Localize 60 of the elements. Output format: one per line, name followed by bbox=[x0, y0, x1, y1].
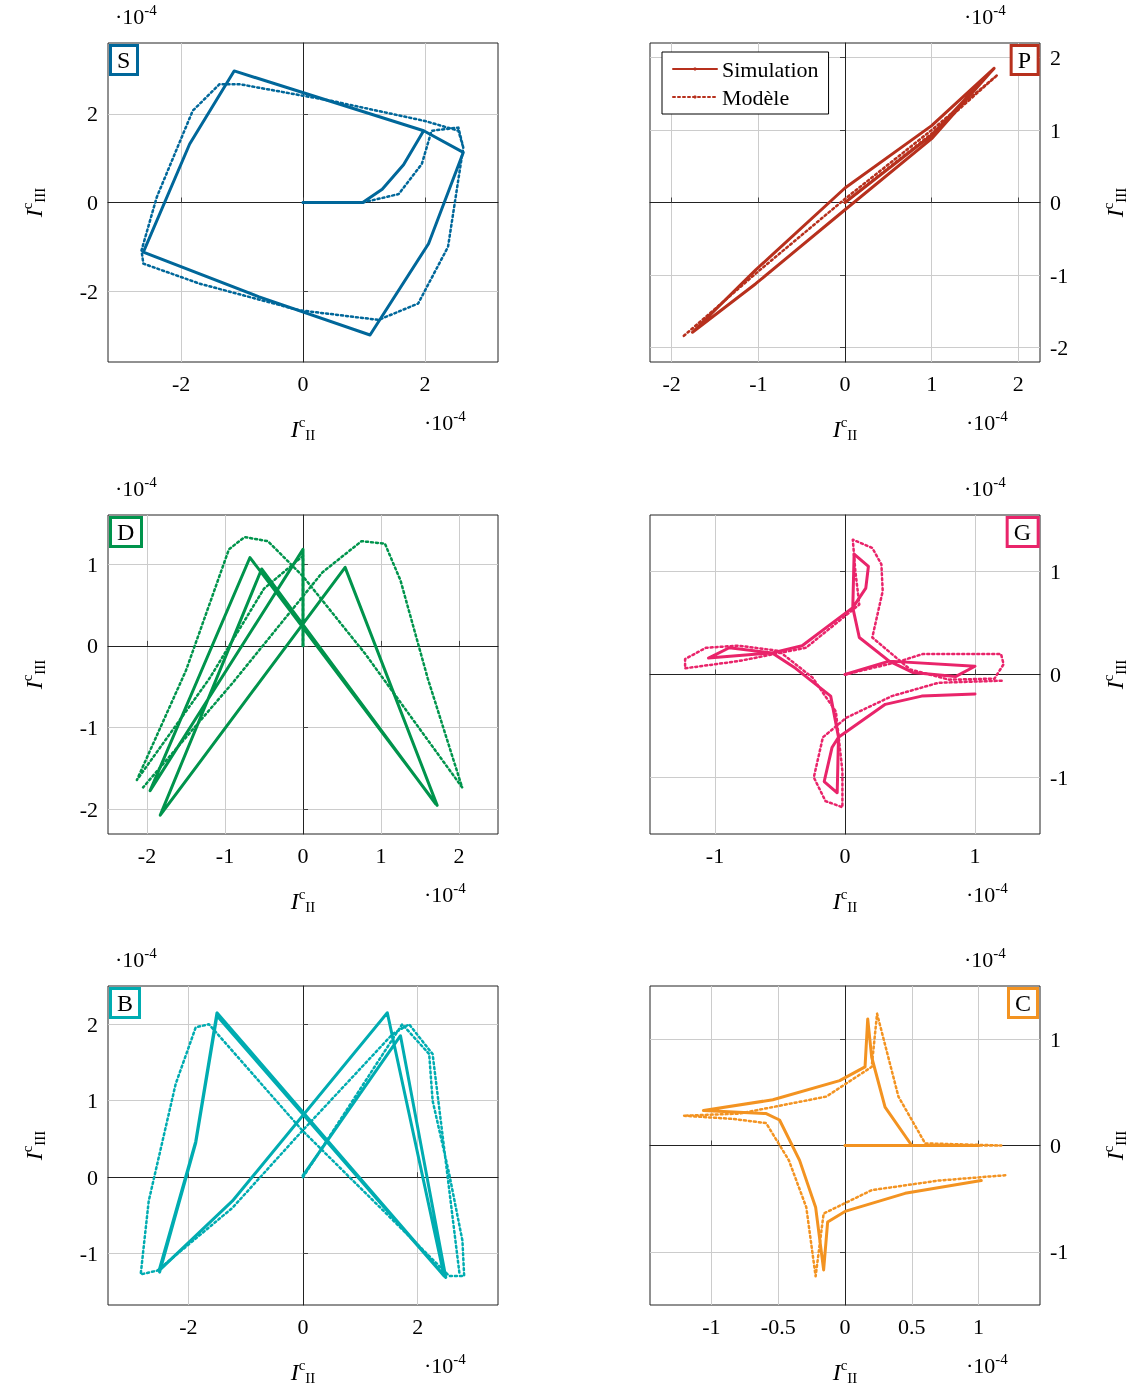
x-tick-label: -2 bbox=[179, 1313, 198, 1339]
y-tick-label: 1 bbox=[87, 551, 98, 577]
y-axis-title: IcIII bbox=[18, 659, 48, 691]
chart-title: B bbox=[117, 990, 134, 1016]
x-tick-label: 1 bbox=[926, 370, 938, 396]
y-axis-title: IcIII bbox=[18, 187, 48, 219]
y-tick-label: 1 bbox=[1050, 117, 1061, 143]
y-tick-label: 0 bbox=[1050, 190, 1061, 215]
y-tick-label: -1 bbox=[1050, 1239, 1069, 1265]
x-tick-label: -1 bbox=[215, 842, 235, 868]
x-tick-label: 0 bbox=[839, 370, 851, 396]
y-tick-label: 1 bbox=[1050, 559, 1061, 585]
x-tick-label: 2 bbox=[453, 842, 465, 868]
y-tick-label: 0 bbox=[1050, 1133, 1061, 1158]
x-tick-label: 0 bbox=[297, 1313, 309, 1339]
legend-label: Modèle bbox=[722, 84, 790, 110]
chart-title: D bbox=[117, 519, 135, 545]
y-tick-label: 0 bbox=[87, 633, 98, 659]
x-tick-label: -2 bbox=[171, 370, 191, 396]
y-tick-label: -1 bbox=[1050, 764, 1069, 790]
x-tick-label: 0 bbox=[297, 370, 309, 396]
x-tick-label: 1 bbox=[973, 1313, 985, 1339]
y-tick-label: 2 bbox=[87, 1011, 98, 1037]
y-tick-label: -1 bbox=[79, 715, 98, 741]
x-tick-label: -1 bbox=[749, 370, 768, 396]
x-tick-label: -1 bbox=[702, 1313, 721, 1339]
y-tick-label: -1 bbox=[1050, 262, 1069, 288]
x-tick-label: -1 bbox=[705, 842, 725, 868]
x-tick-label: 1 bbox=[969, 842, 981, 868]
y-axis-title: IcIII bbox=[1099, 1130, 1129, 1162]
legend-label: Simulation bbox=[722, 56, 819, 82]
chart-title: P bbox=[1017, 47, 1032, 73]
x-tick-label: -0.5 bbox=[760, 1313, 796, 1339]
y-tick-label: -2 bbox=[1050, 335, 1069, 360]
y-tick-label: 0 bbox=[87, 190, 98, 215]
chart-title: C bbox=[1014, 990, 1032, 1016]
y-axis-title: IcIII bbox=[1099, 187, 1129, 219]
y-tick-label: -1 bbox=[79, 1241, 98, 1267]
y-tick-label: 0 bbox=[1050, 662, 1061, 687]
y-tick-label: -2 bbox=[79, 796, 98, 822]
y-tick-label: -2 bbox=[79, 278, 98, 304]
y-tick-label: 2 bbox=[1050, 45, 1061, 70]
x-tick-label: -2 bbox=[137, 842, 157, 868]
x-tick-label: 0.5 bbox=[898, 1313, 926, 1339]
y-tick-label: 0 bbox=[87, 1164, 98, 1190]
x-tick-label: 2 bbox=[412, 1313, 424, 1339]
y-tick-label: 1 bbox=[87, 1088, 98, 1114]
chart-title: G bbox=[1013, 519, 1032, 545]
y-axis-title: IcIII bbox=[18, 1130, 48, 1162]
x-tick-label: -2 bbox=[662, 370, 681, 396]
y-tick-label: 2 bbox=[87, 101, 98, 127]
x-tick-label: 0 bbox=[297, 842, 309, 868]
chart-title: S bbox=[117, 47, 131, 73]
x-tick-label: 1 bbox=[375, 842, 387, 868]
x-tick-label: 0 bbox=[839, 1313, 851, 1339]
y-tick-label: 1 bbox=[1050, 1026, 1061, 1052]
y-axis-title: IcIII bbox=[1099, 659, 1129, 691]
x-tick-label: 2 bbox=[419, 370, 431, 396]
x-tick-label: 2 bbox=[1012, 370, 1024, 396]
x-tick-label: 0 bbox=[839, 842, 851, 868]
